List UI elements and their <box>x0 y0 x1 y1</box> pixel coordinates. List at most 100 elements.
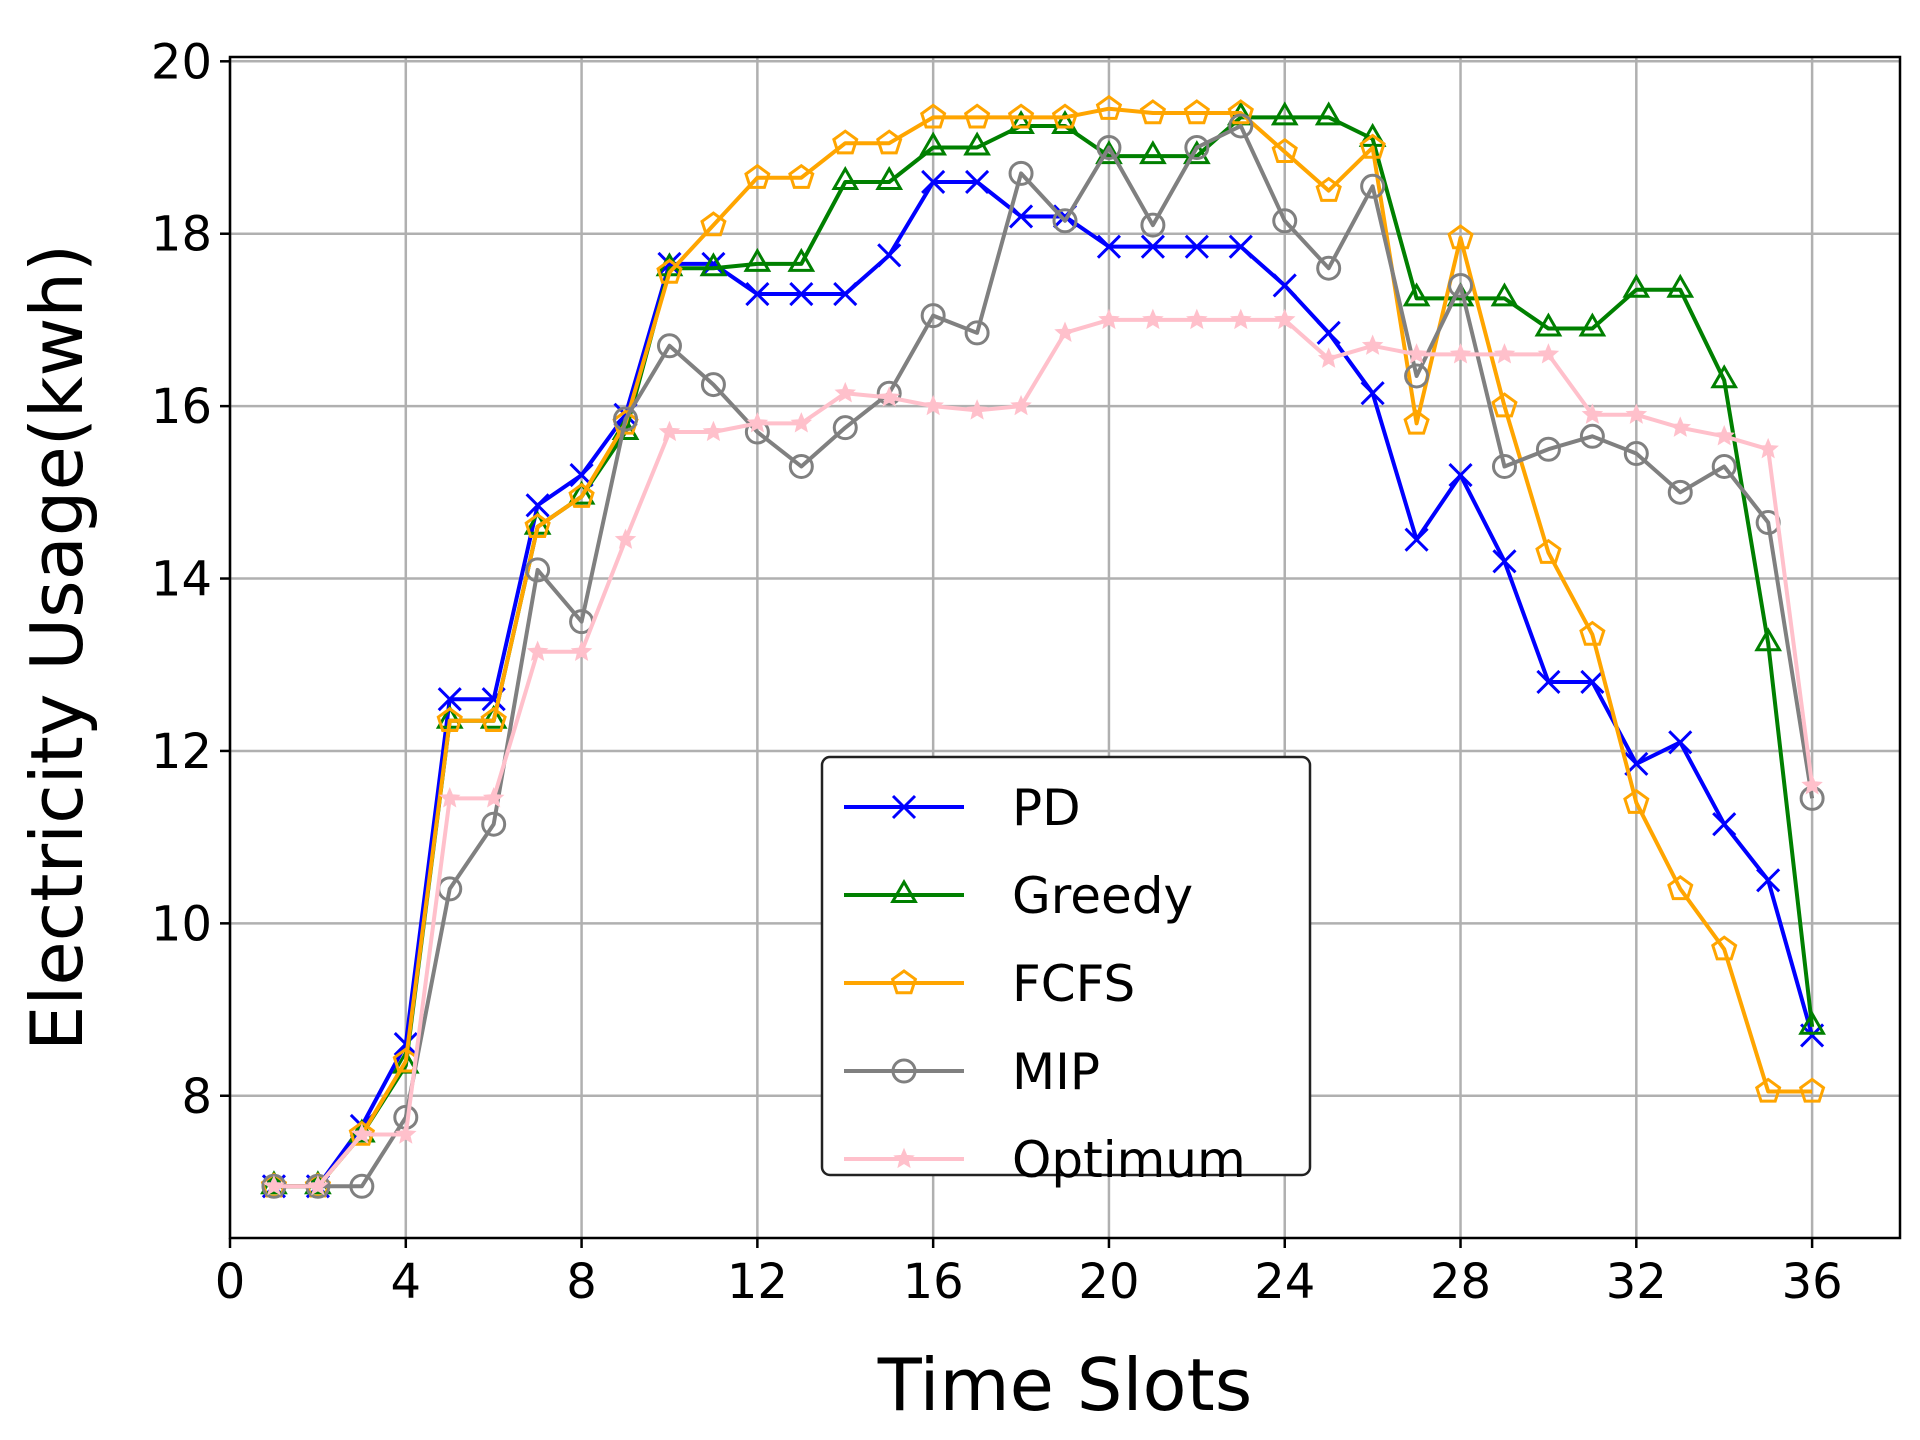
x-tick-label: 36 <box>1782 1254 1843 1310</box>
series-line-fcfs <box>273 106 1813 1189</box>
marker-stroke <box>437 687 462 712</box>
data-point-optimum <box>482 787 505 808</box>
y-tick-label: 10 <box>151 896 212 952</box>
marker-stroke <box>1316 320 1341 345</box>
marker-stroke <box>1360 381 1385 406</box>
data-point-optimum <box>1317 347 1340 368</box>
data-point-pd <box>1448 463 1473 488</box>
data-point-fcfs <box>1007 103 1035 129</box>
data-point-pd <box>1580 669 1605 695</box>
data-point-fcfs <box>1623 788 1650 814</box>
legend-label-fcfs: FCFS <box>1012 955 1135 1013</box>
data-point-mip <box>481 811 507 837</box>
data-point-pd <box>789 282 814 307</box>
series-optimum <box>263 308 1823 1196</box>
marker-stroke <box>1580 669 1605 695</box>
marker-stroke <box>1184 234 1209 259</box>
data-point-fcfs <box>1667 875 1694 901</box>
data-point-greedy <box>479 704 508 729</box>
legend-label-mip: MIP <box>1012 1043 1100 1101</box>
marker-stroke <box>745 282 770 307</box>
data-point-optimum <box>834 381 857 403</box>
x-tick-label: 32 <box>1606 1254 1667 1310</box>
data-point-pd <box>393 1031 418 1057</box>
data-point-greedy <box>1095 140 1123 165</box>
data-point-pd <box>657 251 682 276</box>
marker-stroke <box>701 251 726 276</box>
data-point-greedy <box>831 166 860 190</box>
data-point-pd <box>1096 234 1122 259</box>
marker-stroke <box>1008 204 1034 229</box>
data-point-fcfs <box>480 706 507 732</box>
data-point-fcfs <box>832 129 859 155</box>
data-point-fcfs <box>1447 224 1474 250</box>
data-point-mip <box>1711 453 1737 479</box>
marker-stroke <box>657 251 682 276</box>
data-point-optimum <box>526 640 549 661</box>
data-point-optimum <box>1449 343 1472 364</box>
x-tick-label: 4 <box>391 1254 422 1310</box>
marker-stroke <box>1448 463 1473 488</box>
legend-entry-fcfs: FCFS <box>844 955 1135 1013</box>
data-point-greedy <box>875 166 904 190</box>
data-point-optimum <box>966 399 988 420</box>
data-point-pd <box>1140 234 1165 259</box>
data-point-fcfs <box>963 103 991 129</box>
data-point-mip <box>832 415 858 441</box>
data-point-optimum <box>263 1174 285 1196</box>
data-point-optimum <box>438 787 461 808</box>
data-point-pd <box>1228 234 1253 259</box>
data-point-mip <box>1140 212 1166 238</box>
data-point-optimum <box>1054 321 1076 342</box>
x-tick-label: 8 <box>566 1254 597 1310</box>
data-point-mip <box>613 406 639 432</box>
y-tick-label: 16 <box>151 379 212 435</box>
data-point-pd <box>921 169 946 195</box>
y-tick-label: 12 <box>151 724 212 780</box>
data-point-fcfs <box>1535 538 1562 564</box>
marker-stroke <box>921 169 946 195</box>
data-point-mip <box>1623 441 1649 467</box>
data-point-optimum <box>1625 403 1648 424</box>
legend-entry-pd: PD <box>844 779 1081 837</box>
data-point-mip <box>1316 255 1342 281</box>
axis-ticks: 0 4 8 12 16 20 24 28 32 36 8 10 12 14 16 18 20 <box>151 34 1843 1310</box>
data-point-optimum <box>1186 308 1208 330</box>
data-point-optimum <box>878 386 900 407</box>
data-point-optimum <box>1230 308 1252 330</box>
data-point-optimum <box>1801 774 1823 795</box>
data-point-fcfs <box>1579 620 1606 646</box>
x-tick-label: 12 <box>727 1254 788 1310</box>
data-point-fcfs <box>656 258 683 284</box>
data-point-fcfs <box>1754 1077 1782 1103</box>
data-point-mip <box>1008 160 1034 186</box>
legend-marker-fcfs <box>890 969 918 995</box>
marker-stroke <box>1228 234 1253 259</box>
marker-stroke <box>1668 730 1693 755</box>
data-point-fcfs <box>1227 99 1254 125</box>
data-point-mip <box>1535 436 1561 462</box>
data-point-pd <box>833 282 858 307</box>
marker-stroke <box>1712 812 1737 837</box>
data-point-fcfs <box>436 706 463 732</box>
data-point-optimum <box>658 420 681 442</box>
data-point-optimum <box>1581 403 1604 424</box>
data-point-optimum <box>1757 437 1779 459</box>
data-point-mip <box>1404 363 1430 389</box>
data-point-greedy <box>1622 273 1651 298</box>
data-point-mip <box>656 333 682 359</box>
data-point-fcfs <box>1183 99 1211 125</box>
data-point-greedy <box>1314 101 1343 126</box>
data-point-fcfs <box>788 163 815 189</box>
series-line-optimum <box>273 317 1815 1189</box>
data-point-mip <box>1579 423 1605 449</box>
data-point-fcfs <box>744 163 771 189</box>
data-point-pd <box>877 243 902 268</box>
data-point-optimum <box>1669 416 1692 437</box>
data-point-mip <box>1272 208 1298 234</box>
data-point-greedy <box>1139 140 1167 165</box>
data-point-pd <box>1756 868 1781 893</box>
legend-marker-mip <box>891 1058 917 1084</box>
data-point-pd <box>1316 320 1341 345</box>
marker-stroke <box>1404 527 1429 552</box>
